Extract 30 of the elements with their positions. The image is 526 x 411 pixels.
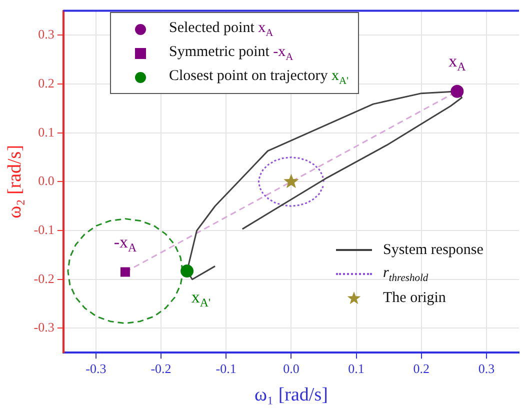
y-tick-label: -0.1 — [34, 222, 54, 237]
point — [180, 264, 194, 278]
x-tick-label: 0.1 — [348, 360, 364, 376]
annotation: -x$_{A}$ — [114, 232, 137, 256]
point — [450, 84, 464, 98]
y-tick-label: -0.2 — [34, 270, 54, 286]
point — [120, 267, 130, 277]
y-tick-label: 0.3 — [38, 26, 54, 42]
x-tick-label: 0.2 — [413, 360, 430, 376]
legend-label: System response — [383, 242, 484, 258]
legend-label: Symmetric point -x$_{A}$ — [169, 44, 294, 62]
legend-label: The origin — [383, 290, 446, 306]
y-axis-title: ω₂ [rad/s] — [4, 144, 26, 218]
legend-label: r$_{threshold}$ — [383, 264, 428, 284]
point — [284, 174, 299, 188]
annotation: x$_{A'}$ — [191, 287, 211, 311]
x-tick-label: 0.0 — [283, 360, 300, 376]
line-series — [258, 156, 324, 207]
x-tick-label: -0.1 — [216, 360, 236, 376]
x-tick-label: 0.3 — [478, 360, 495, 376]
x-tick-label: -0.3 — [86, 360, 106, 376]
x-tick-label: -0.2 — [150, 360, 172, 376]
annotation: x$_{A}$ — [448, 52, 466, 76]
y-tick-label: -0.3 — [34, 320, 54, 335]
legend-label: Closest point on trajectory x$_{A'}$ — [169, 68, 348, 86]
legend-label: Selected point x$_{A}$ — [169, 20, 274, 38]
y-tick-label: 0.2 — [38, 75, 54, 90]
y-tick-label: 0.0 — [38, 173, 54, 188]
y-tick-label: 0.1 — [38, 124, 54, 140]
x-axis-title: ω₁ [rad/s] — [254, 384, 328, 406]
